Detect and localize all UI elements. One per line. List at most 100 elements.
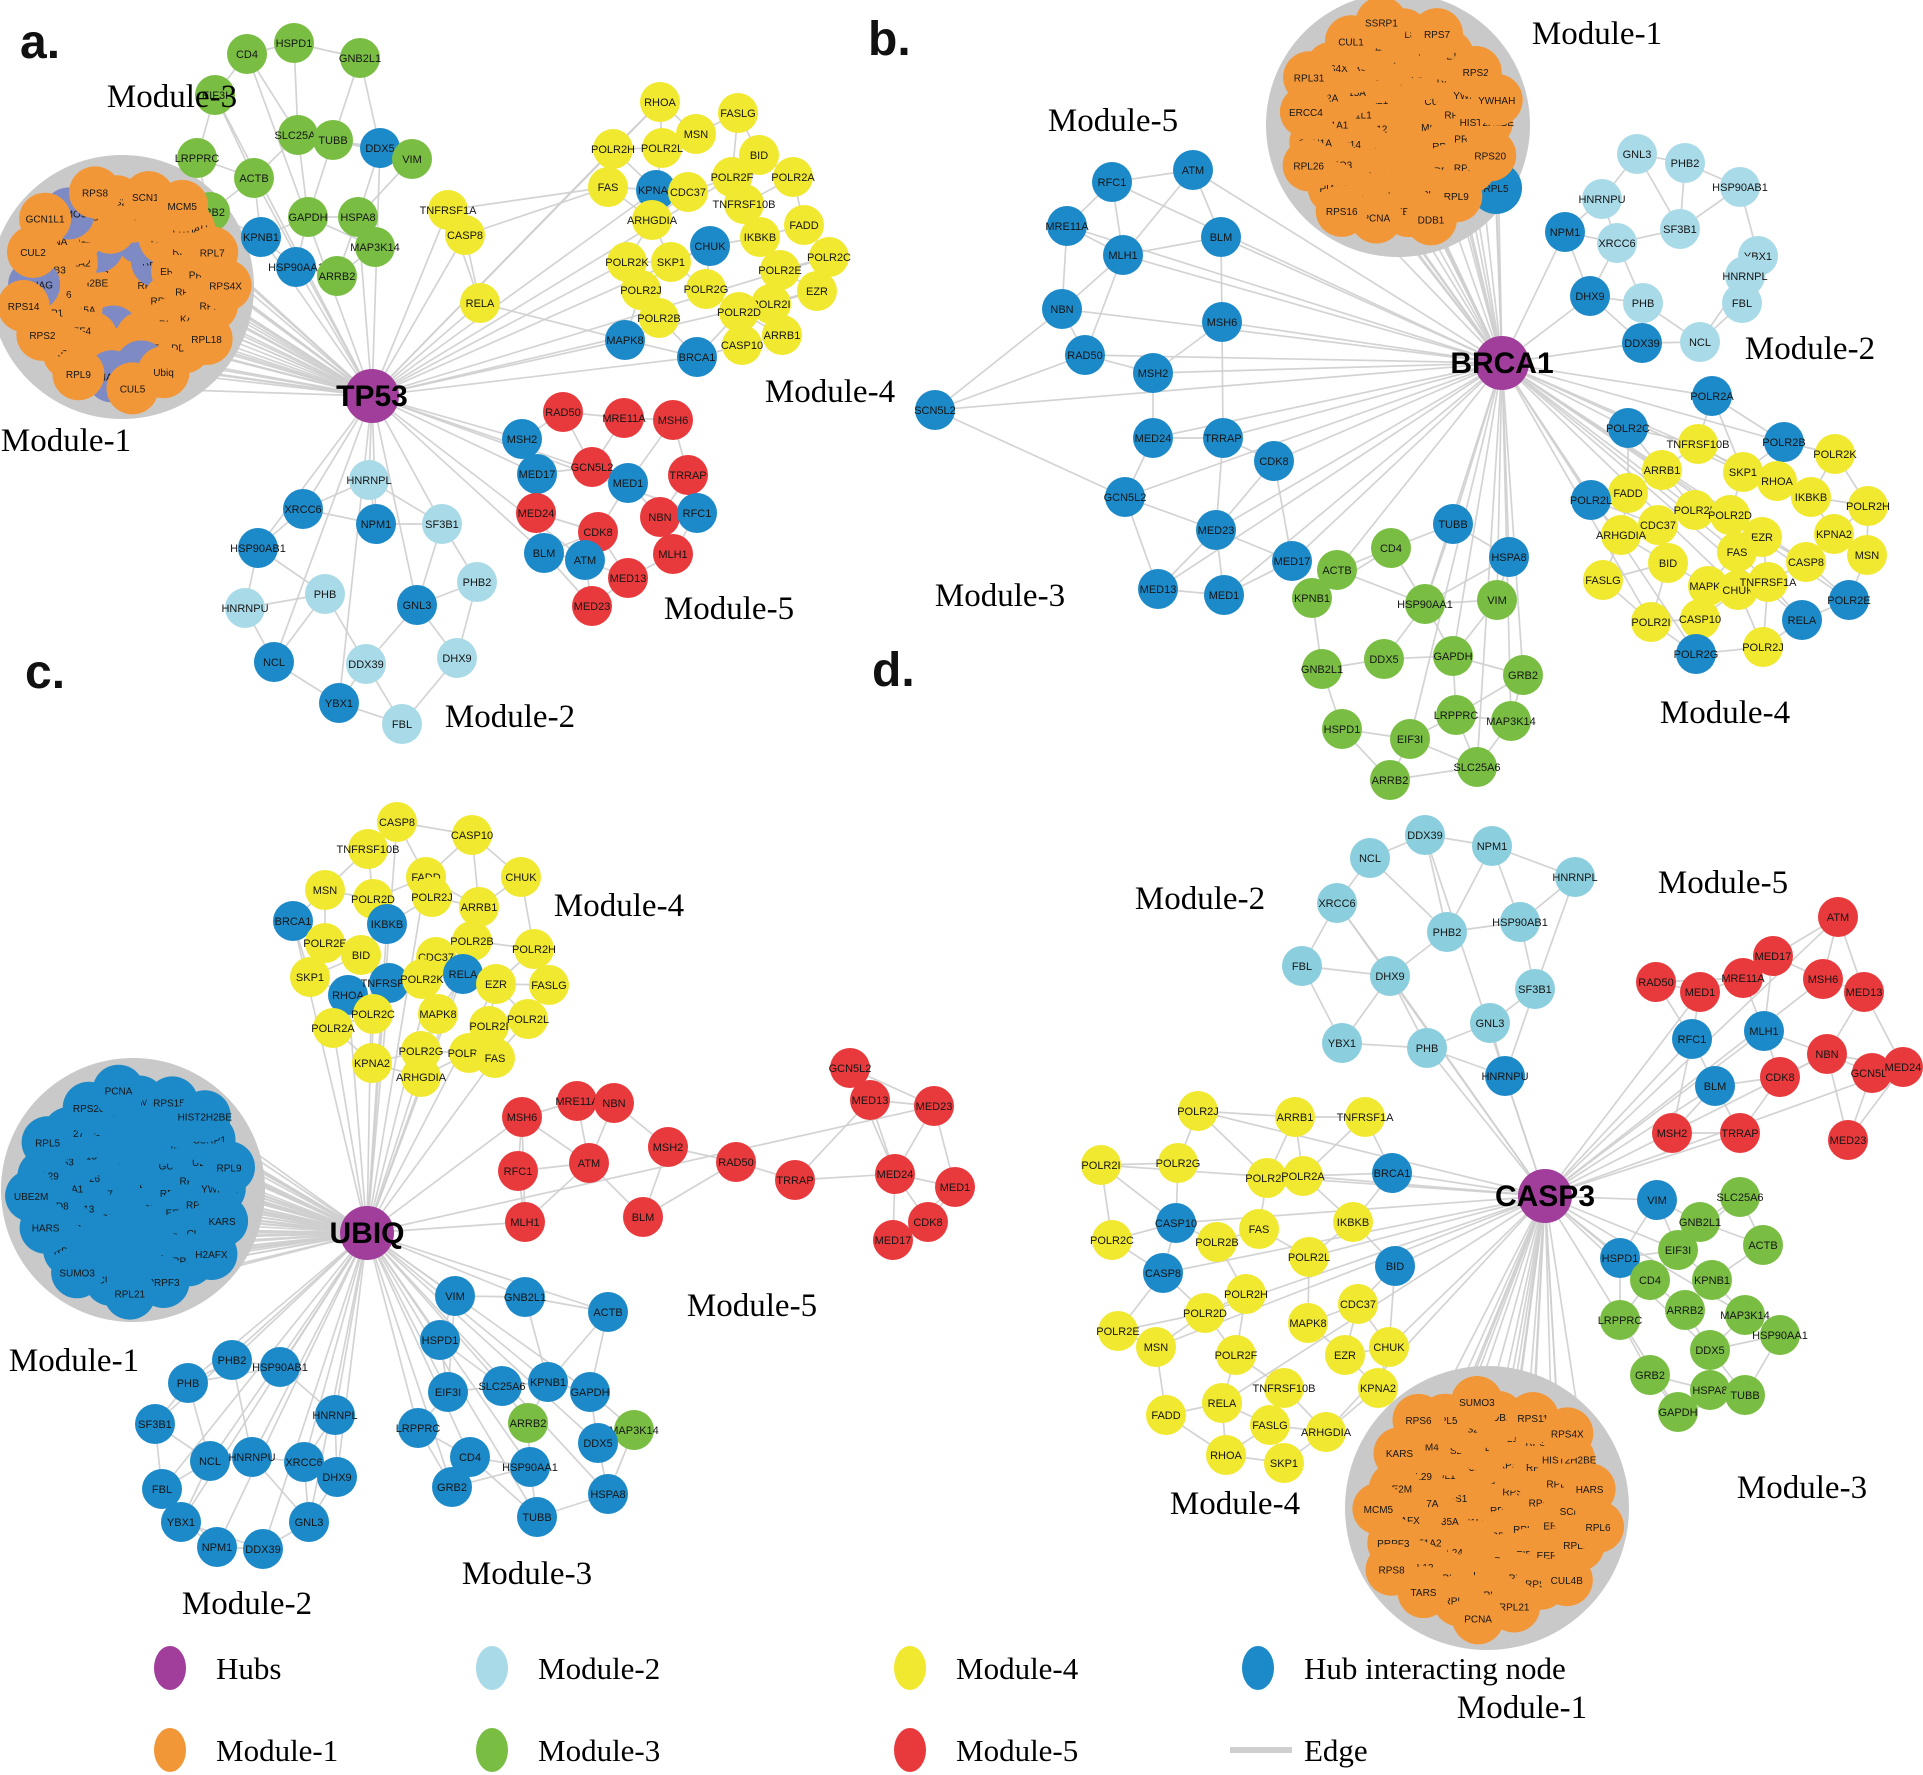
node-fas[interactable]: FAS <box>475 1038 515 1078</box>
node-dhx9[interactable]: DHX9 <box>317 1457 357 1497</box>
node-mlh1[interactable]: MLH1 <box>505 1202 545 1242</box>
node-sf3b1[interactable]: SF3B1 <box>1660 209 1700 249</box>
node-mre11a[interactable]: MRE11A <box>602 398 646 438</box>
node-xrcc6[interactable]: XRCC6 <box>1317 883 1357 923</box>
node-phb[interactable]: PHB <box>1407 1028 1447 1068</box>
node-tubb[interactable]: TUBB <box>1725 1375 1765 1415</box>
node-med24[interactable]: MED24 <box>1133 418 1173 458</box>
node-kpnb1[interactable]: KPNB1 <box>528 1362 568 1402</box>
node-casp8[interactable]: CASP8 <box>1143 1253 1183 1293</box>
node-skp1[interactable]: SKP1 <box>290 957 330 997</box>
node-hsp90aa1[interactable]: HSP90AA1 <box>1397 584 1453 624</box>
node-arrb2[interactable]: ARRB2 <box>1370 760 1410 800</box>
node-lrpprc[interactable]: LRPPRC <box>1434 695 1479 735</box>
node-casp8[interactable]: CASP8 <box>445 215 485 255</box>
node-kpnb1[interactable]: KPNB1 <box>1292 578 1332 618</box>
node-med13[interactable]: MED13 <box>1844 972 1884 1012</box>
node-rpl21[interactable]: RPL21 <box>103 1267 156 1320</box>
node-msh2[interactable]: MSH2 <box>1652 1113 1692 1153</box>
node-polr2i[interactable]: POLR2I <box>1631 602 1671 642</box>
node-slc25a6[interactable]: SLC25A6 <box>1453 747 1501 787</box>
node-blm[interactable]: BLM <box>1201 217 1241 257</box>
node-fadd[interactable]: FADD <box>784 205 824 245</box>
node-skp1[interactable]: SKP1 <box>1723 452 1763 492</box>
node-chuk[interactable]: CHUK <box>501 857 541 897</box>
node-med17[interactable]: MED17 <box>1272 541 1312 581</box>
node-polr2e[interactable]: POLR2E <box>1096 1311 1140 1351</box>
node-cul5[interactable]: CUL5 <box>106 362 159 415</box>
node-ybx1[interactable]: YBX1 <box>161 1502 201 1542</box>
node-slc25a6[interactable]: SLC25A6 <box>478 1366 526 1406</box>
node-ddx39[interactable]: DDX39 <box>243 1529 283 1569</box>
node-med24[interactable]: MED24 <box>516 493 556 533</box>
node-rps4x[interactable]: RPS4X <box>1541 1407 1594 1460</box>
node-cdk8[interactable]: CDK8 <box>1760 1057 1800 1097</box>
node-gapdh[interactable]: GAPDH <box>1433 636 1473 676</box>
node-rpl18[interactable]: RPL18 <box>180 313 233 365</box>
node-fas[interactable]: FAS <box>1717 532 1757 572</box>
node-ddx39[interactable]: DDX39 <box>1405 815 1445 855</box>
node-hsp90aa1[interactable]: HSP90AA1 <box>502 1447 558 1487</box>
node-npm1[interactable]: NPM1 <box>1472 826 1512 866</box>
node-vim[interactable]: VIM <box>435 1276 475 1316</box>
node-arrb2[interactable]: ARRB2 <box>1665 1290 1705 1330</box>
node-phb2[interactable]: PHB2 <box>1665 143 1705 183</box>
node-eif3i[interactable]: EIF3I <box>428 1372 468 1412</box>
node-chuk[interactable]: CHUK <box>1369 1327 1409 1367</box>
node-med13[interactable]: MED13 <box>608 558 648 598</box>
node-mapk8[interactable]: MAPK8 <box>605 320 645 360</box>
node-casp10[interactable]: CASP10 <box>1679 599 1721 639</box>
node-trrap[interactable]: TRRAP <box>668 455 708 495</box>
node-mlh1[interactable]: MLH1 <box>1103 235 1143 275</box>
node-med1[interactable]: MED1 <box>1204 575 1244 615</box>
node-brca1[interactable]: BRCA1 <box>1372 1153 1412 1193</box>
node-ikbkb[interactable]: IKBKB <box>1791 477 1831 517</box>
node-phb2[interactable]: PHB2 <box>457 562 497 602</box>
node-rps4x[interactable]: RPS4X <box>199 259 252 312</box>
node-polr2k[interactable]: POLR2K <box>1813 434 1857 474</box>
node-lrpprc[interactable]: LRPPRC <box>1598 1300 1643 1340</box>
node-faslg[interactable]: FASLG <box>1583 560 1623 600</box>
node-brca1[interactable]: BRCA1 <box>677 337 717 377</box>
node-mcm5[interactable]: MCM5 <box>156 179 209 232</box>
node-tnfrsf10b[interactable]: TNFRSF10B <box>1253 1368 1316 1408</box>
node-polr2l[interactable]: POLR2L <box>1570 480 1612 520</box>
node-lrpprc[interactable]: LRPPRC <box>396 1408 441 1448</box>
node-actb[interactable]: ACTB <box>1743 1225 1783 1265</box>
node-fadd[interactable]: FADD <box>1146 1395 1186 1435</box>
hub-tp53[interactable]: TP53 <box>336 369 408 423</box>
node-gnb2l1[interactable]: GNB2L1 <box>504 1277 546 1317</box>
node-faslg[interactable]: FASLG <box>529 965 569 1005</box>
node-rhoa[interactable]: RHOA <box>1206 1435 1246 1475</box>
node-med17[interactable]: MED17 <box>517 454 557 494</box>
node-grb2[interactable]: GRB2 <box>1630 1355 1670 1395</box>
node-rad50[interactable]: RAD50 <box>543 392 583 432</box>
node-gnl3[interactable]: GNL3 <box>1617 134 1657 174</box>
node-skp1[interactable]: SKP1 <box>1264 1443 1304 1483</box>
node-phb[interactable]: PHB <box>1623 283 1663 323</box>
node-nbn[interactable]: NBN <box>1042 289 1082 329</box>
node-polr2j[interactable]: POLR2J <box>1742 627 1784 667</box>
node-cul4b[interactable]: CUL4B <box>1540 1554 1593 1607</box>
node-ube2m[interactable]: UBE2M <box>5 1169 58 1222</box>
node-bid[interactable]: BID <box>1375 1246 1415 1286</box>
node-ddx39[interactable]: DDX39 <box>346 644 386 684</box>
node-mapk8[interactable]: MAPK8 <box>1288 1303 1328 1343</box>
node-polr2g[interactable]: POLR2G <box>1674 634 1719 674</box>
node-mlh1[interactable]: MLH1 <box>653 534 693 574</box>
node-grb2[interactable]: GRB2 <box>432 1467 472 1507</box>
node-med24[interactable]: MED24 <box>1883 1047 1923 1087</box>
node-hsp90ab1[interactable]: HSP90AB1 <box>1492 902 1548 942</box>
node-hsp90ab1[interactable]: HSP90AB1 <box>252 1347 308 1387</box>
node-msh6[interactable]: MSH6 <box>1803 959 1843 999</box>
node-polr2l[interactable]: POLR2L <box>1288 1237 1330 1277</box>
node-rpl9[interactable]: RPL9 <box>203 1141 255 1194</box>
node-faslg[interactable]: FASLG <box>718 93 758 133</box>
node-polr2f[interactable]: POLR2F <box>1674 490 1717 530</box>
node-hsp90aa1[interactable]: HSP90AA1 <box>268 247 324 287</box>
node-faslg[interactable]: FASLG <box>1250 1405 1290 1445</box>
node-kpna2[interactable]: KPNA2 <box>352 1043 392 1083</box>
node-mapk8[interactable]: MAPK8 <box>418 994 458 1034</box>
node-sumo3[interactable]: SUMO3 <box>51 1246 104 1299</box>
node-rpl5[interactable]: RPL5 <box>21 1116 74 1169</box>
